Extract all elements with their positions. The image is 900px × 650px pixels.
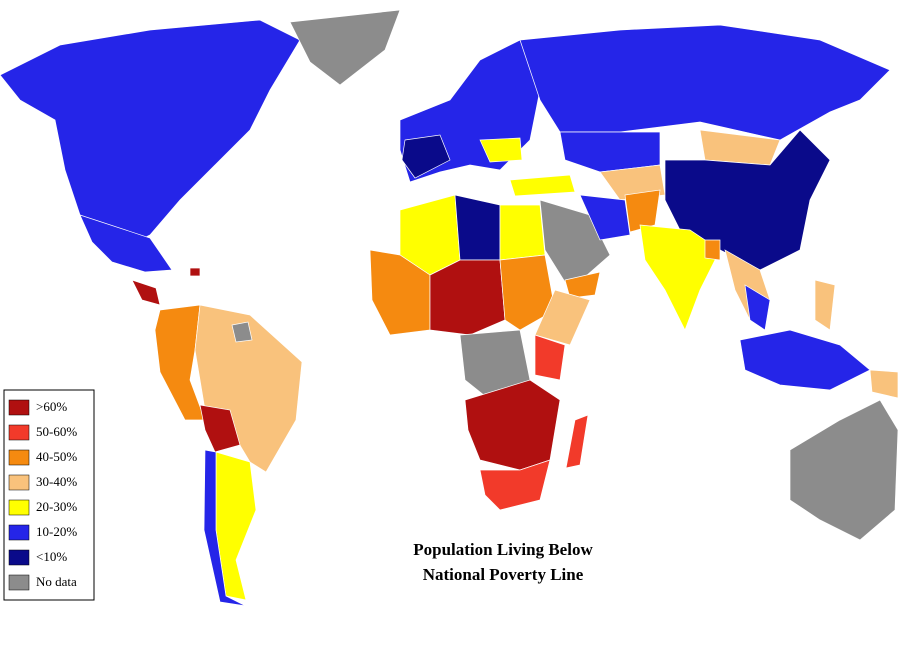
eastern-europe bbox=[479, 137, 523, 163]
china bbox=[664, 129, 831, 271]
madagascar bbox=[565, 414, 589, 469]
russia bbox=[519, 24, 891, 141]
legend-box bbox=[3, 389, 95, 601]
legend-label: No data bbox=[36, 574, 77, 589]
north-america bbox=[0, 19, 301, 251]
libya bbox=[454, 194, 501, 261]
egypt bbox=[499, 204, 546, 261]
legend-label: 40-50% bbox=[36, 449, 77, 464]
legend: >60% 50-60% 40-50% 30-40% 20-30% 10-20% <10% No… bbox=[8, 399, 77, 591]
world-map bbox=[0, 9, 899, 607]
legend-label: >60% bbox=[36, 399, 67, 414]
legend-swatch bbox=[8, 474, 30, 491]
legend-label: <10% bbox=[36, 549, 67, 564]
greenland bbox=[289, 9, 401, 86]
legend-swatch bbox=[8, 574, 30, 591]
indonesia bbox=[739, 329, 871, 391]
chile bbox=[203, 449, 247, 607]
thailand bbox=[744, 284, 771, 331]
yemen bbox=[564, 271, 601, 299]
turkey bbox=[509, 174, 576, 197]
sudan bbox=[499, 254, 556, 331]
philippines bbox=[814, 279, 836, 331]
kazakhstan bbox=[559, 131, 661, 173]
legend-swatch bbox=[8, 499, 30, 516]
brazil bbox=[194, 304, 303, 473]
legend-label: 10-20% bbox=[36, 524, 77, 539]
kenya bbox=[534, 334, 566, 381]
bangladesh bbox=[704, 239, 721, 261]
mexico bbox=[79, 214, 173, 273]
legend-swatch bbox=[8, 524, 30, 541]
legend-label: 20-30% bbox=[36, 499, 77, 514]
sahel bbox=[429, 259, 506, 336]
southern-africa bbox=[464, 379, 561, 471]
legend-label: 50-60% bbox=[36, 424, 77, 439]
legend-swatch bbox=[8, 549, 30, 566]
legend-swatch bbox=[8, 399, 30, 416]
western-europe bbox=[401, 134, 451, 179]
title-line: Population Living Below bbox=[413, 540, 593, 559]
legend-swatch bbox=[8, 424, 30, 441]
india bbox=[639, 224, 721, 331]
papua bbox=[869, 369, 899, 399]
australia bbox=[789, 399, 899, 541]
iran bbox=[579, 194, 631, 241]
title-line: National Poverty Line bbox=[423, 565, 584, 584]
south-africa bbox=[479, 459, 551, 511]
legend-swatch bbox=[8, 449, 30, 466]
afghanistan bbox=[624, 189, 661, 233]
central-america bbox=[131, 279, 161, 306]
legend-label: 30-40% bbox=[36, 474, 77, 489]
ethiopia bbox=[534, 289, 591, 346]
haiti bbox=[189, 267, 201, 277]
bolivia bbox=[199, 404, 241, 453]
guiana bbox=[231, 321, 253, 343]
